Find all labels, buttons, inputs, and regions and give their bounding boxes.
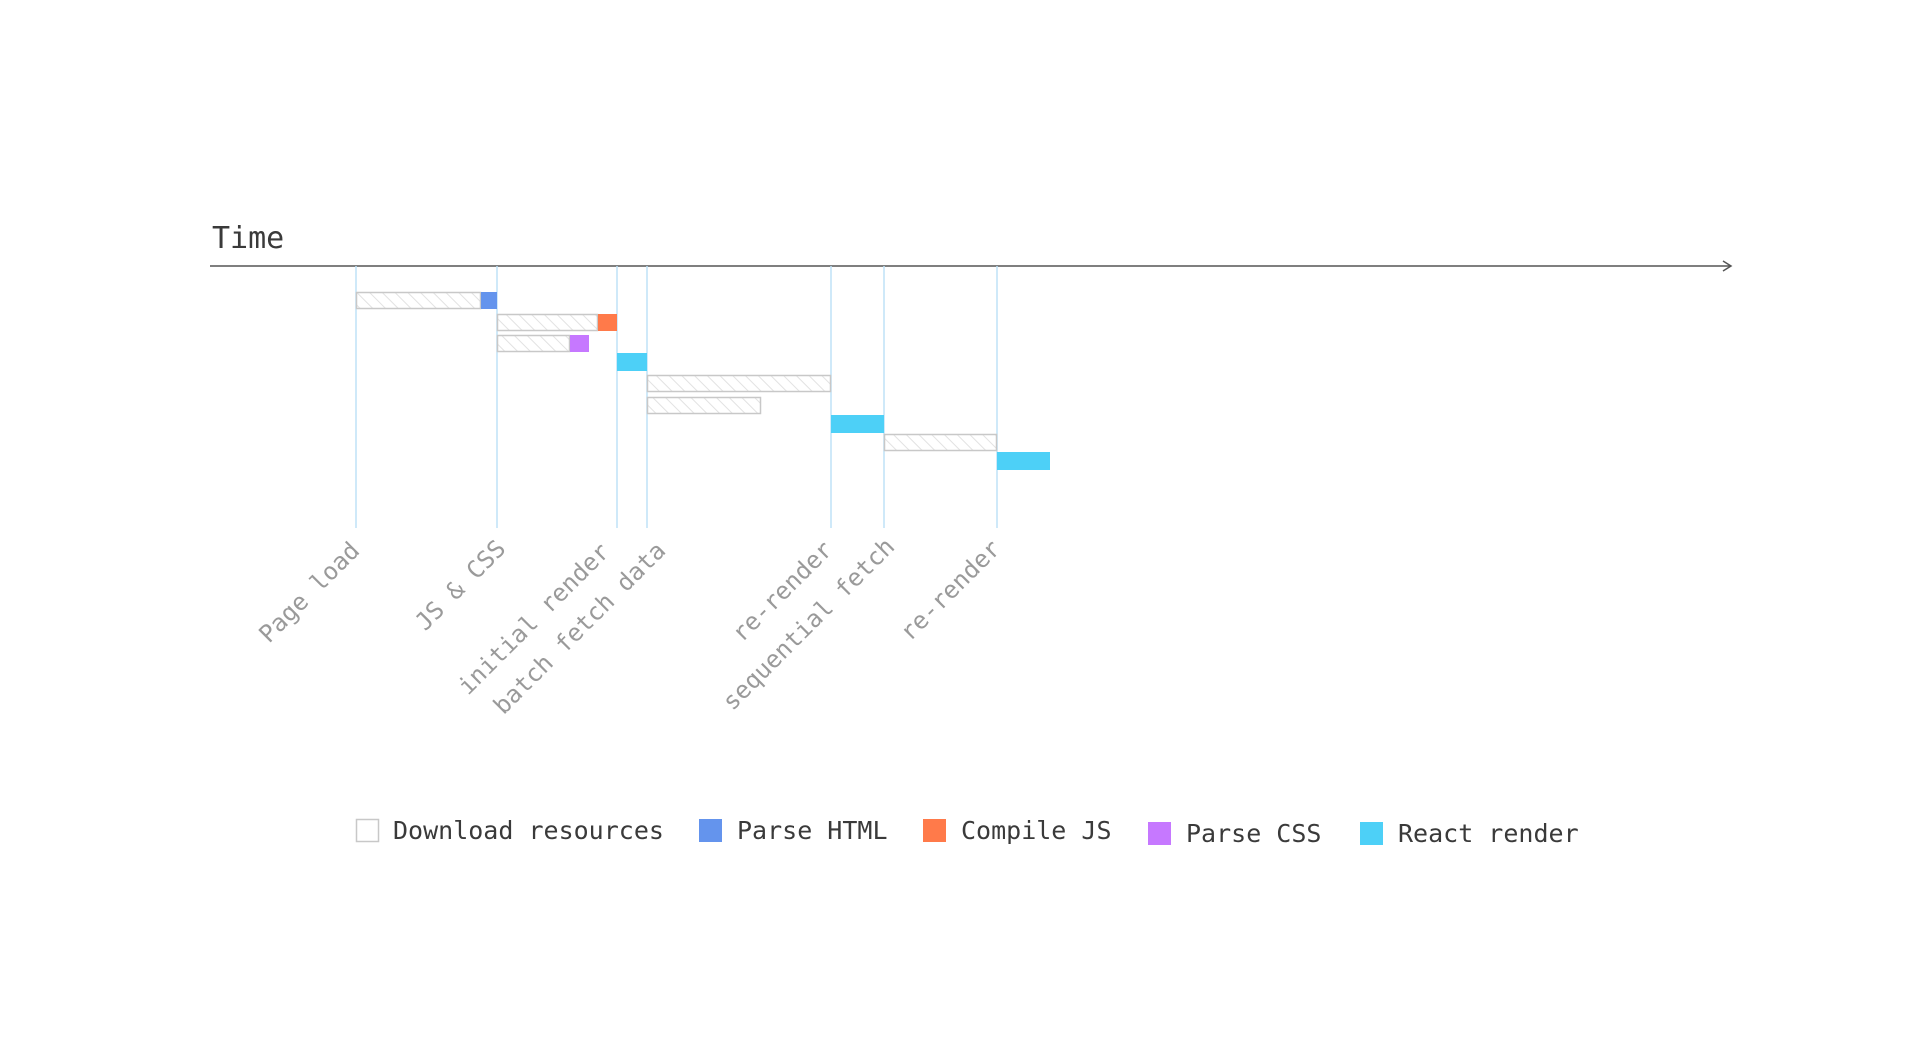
legend-label-parse-html: Parse HTML bbox=[737, 816, 888, 845]
download-bar-html bbox=[355, 291, 482, 310]
legend-swatch-parse-html bbox=[699, 819, 722, 842]
time-axis-arrowhead bbox=[1722, 260, 1733, 272]
legend-item-compile-js: Compile JS bbox=[923, 816, 1112, 845]
react-render-bar-re-render-1 bbox=[831, 415, 884, 433]
task-bars bbox=[355, 291, 1050, 470]
milestone-label-page-load: Page load bbox=[253, 536, 365, 648]
milestone-label-js-css: JS & CSS bbox=[410, 534, 512, 636]
download-bar-sequential bbox=[883, 433, 998, 452]
parse-html-bar bbox=[481, 292, 497, 309]
legend-item-parse-css: Parse CSS bbox=[1148, 819, 1321, 848]
legend-item-parse-html: Parse HTML bbox=[699, 816, 888, 845]
compile-js-bar bbox=[598, 314, 617, 331]
legend-swatch-react-render bbox=[1360, 822, 1383, 845]
legend-label-parse-css: Parse CSS bbox=[1186, 819, 1321, 848]
download-bar-css bbox=[496, 334, 571, 353]
legend-label-compile-js: Compile JS bbox=[961, 816, 1112, 845]
legend-item-download: Download resources bbox=[355, 816, 664, 845]
download-bar-batch-1 bbox=[646, 374, 832, 393]
legend-item-react-render: React render bbox=[1360, 819, 1579, 848]
react-render-bar-re-render-2 bbox=[997, 452, 1050, 470]
time-axis-label: Time bbox=[212, 221, 284, 256]
milestone-label-re-render-2: re-render bbox=[894, 534, 1006, 646]
legend-label-download: Download resources bbox=[393, 816, 664, 845]
legend-swatch-parse-css bbox=[1148, 822, 1171, 845]
download-bar-batch-2 bbox=[646, 396, 762, 415]
legend: Download resources Parse HTML Compile JS… bbox=[355, 816, 1579, 848]
react-render-bar-initial bbox=[617, 353, 647, 371]
legend-swatch-compile-js bbox=[923, 819, 946, 842]
download-bar-js bbox=[496, 313, 599, 332]
legend-label-react-render: React render bbox=[1398, 819, 1579, 848]
legend-swatch-download bbox=[355, 818, 380, 843]
milestone-labels: Page load JS & CSS initial render batch … bbox=[253, 532, 1006, 719]
parse-css-bar bbox=[570, 335, 589, 352]
